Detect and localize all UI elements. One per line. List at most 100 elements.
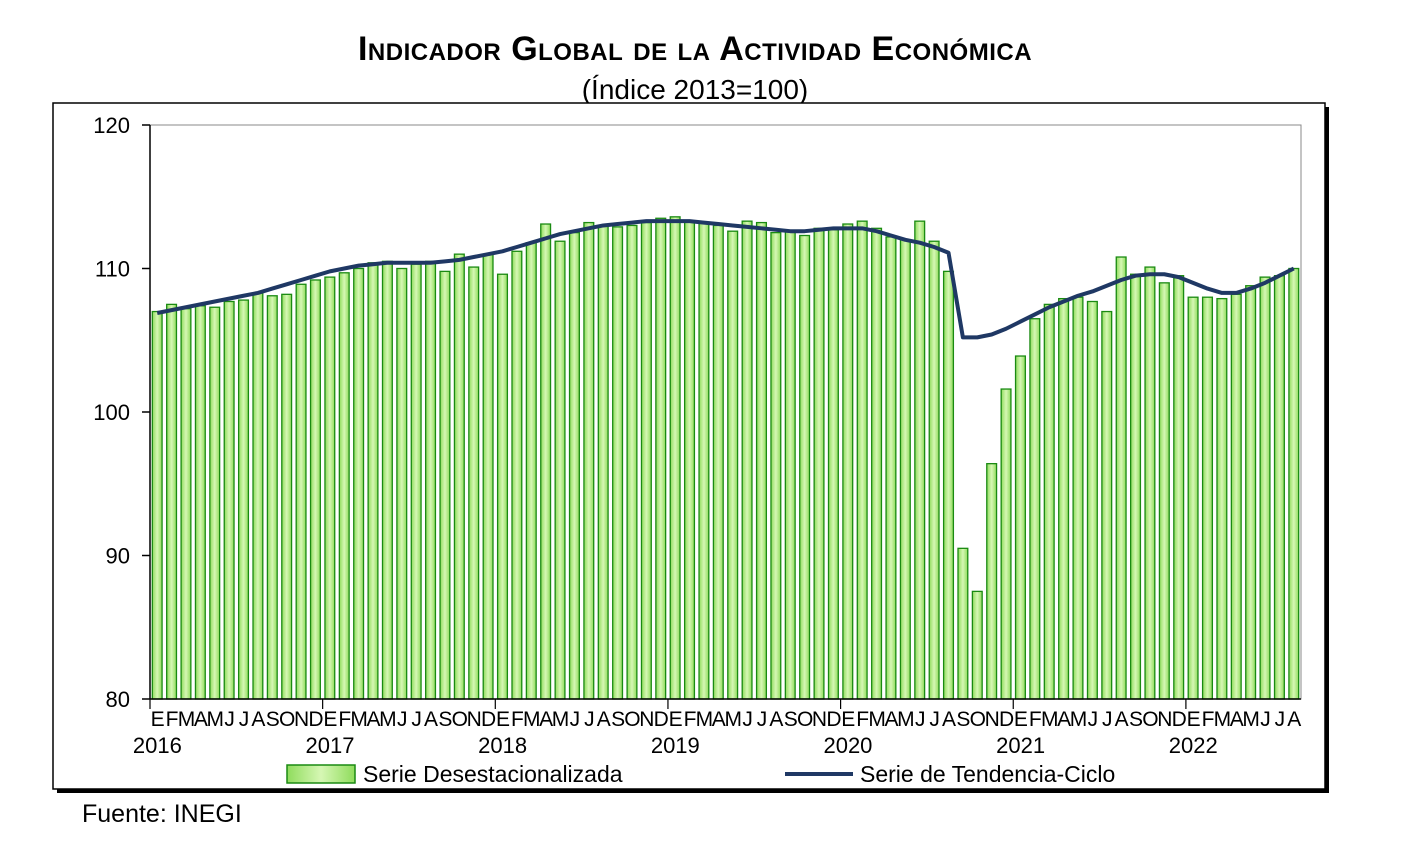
x-tick-label: M (206, 708, 223, 731)
x-tick-label: N (639, 708, 653, 731)
x-tick-label: J (224, 708, 234, 731)
x-tick-label: J (239, 708, 249, 731)
bar (640, 221, 652, 700)
bar (698, 221, 710, 700)
bar (928, 240, 940, 700)
year-label: 2022 (1169, 733, 1218, 758)
x-tick-label: N (812, 708, 826, 731)
year-label: 2021 (996, 733, 1045, 758)
x-tick-label: J (584, 708, 594, 731)
y-tick-label: 100 (93, 400, 130, 425)
bar-series (151, 216, 1300, 700)
bar (353, 267, 365, 700)
x-tick-label: J (1088, 708, 1098, 731)
x-tick-label: J (397, 708, 407, 731)
bar (612, 226, 624, 700)
legend-label-line: Serie de Tendencia-Ciclo (860, 761, 1115, 787)
year-label: 2020 (823, 733, 872, 758)
bar (1288, 267, 1300, 700)
bar (813, 227, 825, 700)
bar (166, 303, 178, 700)
bar (842, 223, 854, 700)
bar (827, 229, 839, 700)
bar (1173, 275, 1185, 700)
bar (784, 230, 796, 700)
bar (309, 279, 321, 700)
x-tick-label: A (539, 708, 553, 731)
x-tick-label: D (1172, 708, 1187, 731)
bar (151, 310, 163, 700)
year-label: 2016 (133, 733, 182, 758)
bar (1230, 293, 1242, 700)
x-tick-label: A (1057, 708, 1071, 731)
bar (568, 231, 580, 700)
x-tick-label: A (1230, 708, 1244, 731)
x-tick-label: E (669, 708, 683, 731)
bar (425, 260, 437, 700)
x-tick-label: D (999, 708, 1014, 731)
x-tick-label: O (279, 708, 295, 731)
year-label: 2019 (651, 733, 700, 758)
bar (281, 293, 293, 700)
x-tick-label: D (654, 708, 669, 731)
x-tick-label: F (1202, 708, 1214, 731)
year-label: 2018 (478, 733, 527, 758)
x-tick-label: F (338, 708, 350, 731)
y-tick-label: 110 (95, 257, 130, 282)
x-tick-label: M (1070, 708, 1087, 731)
x-tick-label: S (438, 708, 452, 731)
x-tick-label: E (496, 708, 510, 731)
bar (1086, 300, 1098, 700)
x-tick-label: S (1129, 708, 1143, 731)
legend-swatch-bars (286, 764, 356, 784)
bar (496, 273, 509, 700)
bar (223, 300, 235, 700)
chart-subtitle: (Índice 2013=100) (581, 74, 809, 105)
x-tick-label: J (1102, 708, 1112, 731)
bar (1187, 296, 1199, 700)
bar (871, 227, 883, 700)
bar (1216, 297, 1228, 700)
legend: Serie Desestacionalizada Serie de Tenden… (286, 761, 1115, 787)
bar (597, 224, 609, 700)
bar (482, 253, 494, 700)
legend-label-bars: Serie Desestacionalizada (363, 761, 623, 787)
bar (410, 263, 422, 700)
plot-area (149, 124, 1302, 700)
bar (655, 217, 667, 700)
bar (885, 236, 897, 700)
x-tick-label: M (868, 708, 885, 731)
x-tick-label: A (367, 708, 381, 731)
bar (683, 220, 696, 700)
bar (1072, 296, 1084, 700)
x-tick-label: M (350, 708, 367, 731)
x-tick-label: S (266, 708, 280, 731)
x-tick-label: M (178, 708, 195, 731)
x-tick-label: M (379, 708, 396, 731)
y-tick-label: 90 (106, 544, 130, 569)
x-tick-label: D (826, 708, 841, 731)
bar (1130, 273, 1142, 700)
trend-line (156, 219, 1295, 340)
y-tick-label: 120 (93, 113, 130, 138)
bar (770, 231, 782, 700)
x-tick-label: A (884, 708, 898, 731)
bar (180, 308, 192, 700)
y-ticks: 80 90 100 110 120 (93, 113, 150, 712)
x-tick-label: N (467, 708, 481, 731)
x-tick-label: S (611, 708, 625, 731)
year-label: 2017 (306, 733, 355, 758)
x-tick-label: F (684, 708, 696, 731)
bar (942, 270, 955, 700)
bar (957, 547, 969, 700)
x-tick-label: F (511, 708, 523, 731)
bar (1000, 388, 1012, 700)
bar (1058, 297, 1070, 700)
x-tick-label: A (597, 708, 611, 731)
bar (1043, 303, 1055, 700)
x-tick-label: M (523, 708, 540, 731)
bar (986, 463, 998, 700)
bar (511, 250, 523, 700)
x-tick-label: J (1260, 708, 1270, 731)
